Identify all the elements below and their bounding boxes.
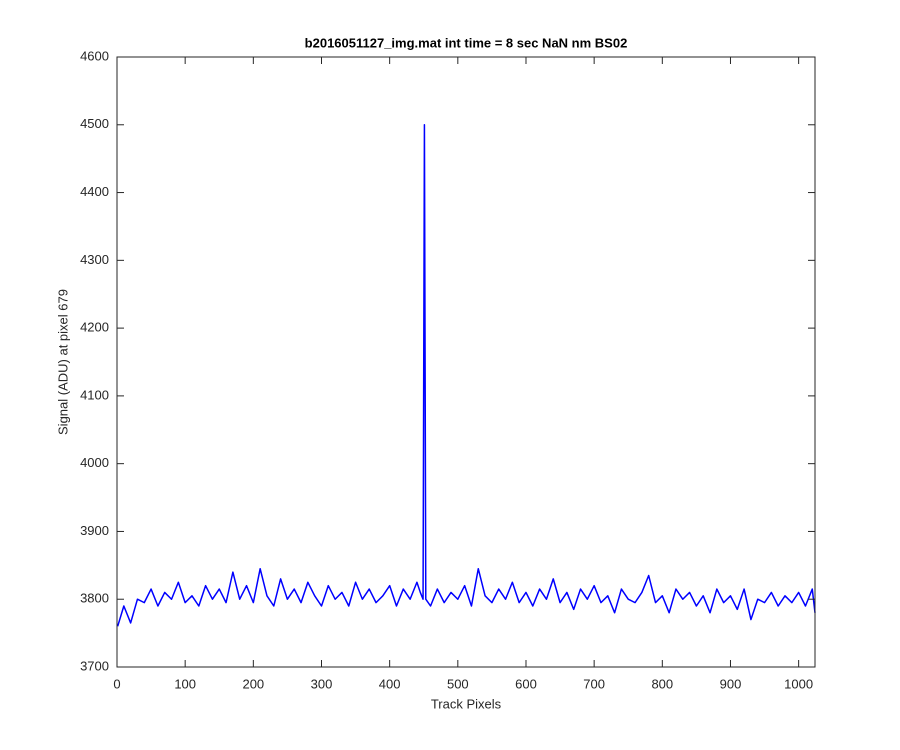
axes-box: [116, 56, 816, 668]
y-tick-label: 4000: [80, 455, 109, 470]
x-tick-label: 200: [242, 676, 264, 691]
x-tick-label: 600: [515, 676, 537, 691]
chart-title: b2016051127_img.mat int time = 8 sec NaN…: [305, 35, 628, 50]
data-line: [116, 124, 816, 627]
x-tick-label: 500: [447, 676, 469, 691]
y-tick-label: 3900: [80, 523, 109, 538]
y-tick-label: 4500: [80, 116, 109, 131]
x-tick-label: 800: [651, 676, 673, 691]
x-tick-label: 700: [583, 676, 605, 691]
y-tick-label: 4300: [80, 252, 109, 267]
y-tick-label: 4200: [80, 320, 109, 335]
y-tick-label: 3800: [80, 591, 109, 606]
x-tick-label: 100: [174, 676, 196, 691]
y-tick-label: 4100: [80, 387, 109, 402]
y-tick-label: 3700: [80, 658, 109, 673]
x-axis-label: Track Pixels: [431, 696, 502, 711]
y-tick-label: 4400: [80, 184, 109, 199]
x-tick-label: 0: [113, 676, 120, 691]
x-tick-label: 1000: [784, 676, 813, 691]
x-tick-label: 400: [379, 676, 401, 691]
y-tick-label: 4600: [80, 48, 109, 63]
x-tick-label: 300: [311, 676, 333, 691]
x-tick-label: 900: [720, 676, 742, 691]
y-axis-label: Signal (ADU) at pixel 679: [55, 289, 70, 435]
